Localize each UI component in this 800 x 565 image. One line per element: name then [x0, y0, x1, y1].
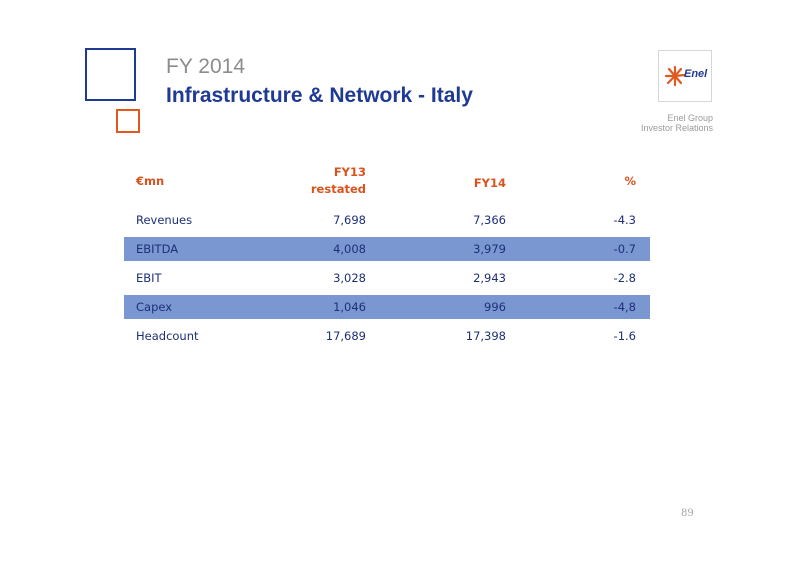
table-row: EBIT 3,028 2,943 -2.8: [124, 266, 650, 290]
row-label: Capex: [136, 300, 173, 314]
table-row: Revenues 7,698 7,366 -4.3: [124, 208, 650, 232]
pct-header: %: [624, 174, 636, 188]
fy13-header-line1: FY13: [333, 165, 366, 179]
page-title: Infrastructure & Network - Italy: [166, 84, 473, 107]
row-label: Headcount: [136, 329, 199, 343]
row-label: EBITDA: [136, 242, 179, 256]
table-row: Headcount 17,689 17,398 -1.6: [124, 324, 650, 348]
row-label: Revenues: [136, 213, 193, 227]
fy14-header: FY14: [473, 176, 506, 190]
row-label: EBIT: [136, 271, 162, 285]
fy14-value: 2,943: [473, 271, 506, 285]
fy13-header-line2: restated: [310, 182, 366, 196]
table-header: €mn FY13 restated FY14 %: [124, 164, 650, 208]
pct-value: -0.7: [613, 242, 636, 256]
pct-value: -2.8: [613, 271, 636, 285]
fy14-value: 996: [484, 300, 506, 314]
page-number: 89: [681, 508, 694, 519]
fy13-value: 4,008: [333, 242, 366, 256]
fy14-value: 17,398: [465, 329, 506, 343]
fy13-value: 17,689: [325, 329, 366, 343]
fy14-value: 3,979: [473, 242, 506, 256]
blue-square-decoration: [85, 48, 136, 101]
unit-header: €mn: [136, 174, 165, 188]
orange-square-decoration: [116, 109, 140, 133]
pct-value: -4.3: [613, 213, 636, 227]
investor-relations-label: Investor Relations: [640, 123, 713, 133]
table-row: Capex 1,046 996 -4,8: [124, 295, 650, 319]
enel-flame-icon: [664, 65, 686, 87]
fy14-value: 7,366: [473, 213, 506, 227]
pct-value: -1.6: [613, 329, 636, 343]
table-row: EBITDA 4,008 3,979 -0.7: [124, 237, 650, 261]
logo-wordmark: Enel: [684, 68, 708, 80]
fy13-value: 7,698: [333, 213, 366, 227]
enel-logo: Enel: [658, 50, 712, 102]
page-supertitle: FY 2014: [166, 55, 246, 78]
group-label: Enel Group: [667, 113, 713, 123]
financial-table: €mn FY13 restated FY14 % Revenues 7,698 …: [124, 164, 650, 353]
fy13-header: FY13 restated: [294, 164, 366, 198]
fy13-value: 3,028: [333, 271, 366, 285]
fy13-value: 1,046: [333, 300, 366, 314]
pct-value: -4,8: [613, 300, 636, 314]
